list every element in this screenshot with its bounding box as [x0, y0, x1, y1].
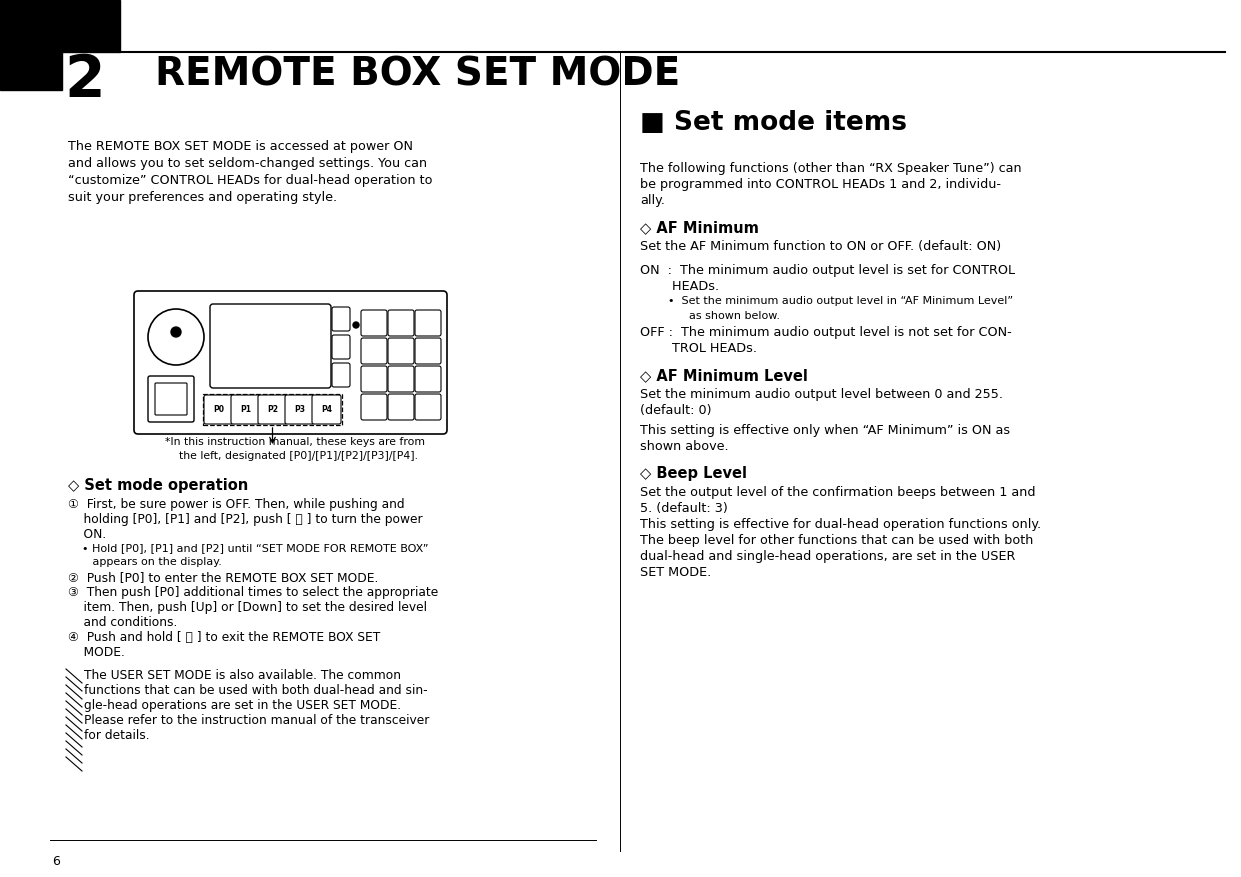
- FancyBboxPatch shape: [361, 310, 387, 336]
- Bar: [0, 0, 62, 90]
- Text: This setting is effective only when “AF Minimum” is ON as: This setting is effective only when “AF …: [640, 424, 1010, 437]
- Text: appears on the display.: appears on the display.: [68, 557, 222, 567]
- Circle shape: [365, 322, 371, 328]
- Text: This setting is effective for dual-head operation functions only.: This setting is effective for dual-head …: [640, 518, 1041, 531]
- Text: functions that can be used with both dual-head and sin-: functions that can be used with both dua…: [84, 684, 428, 697]
- FancyBboxPatch shape: [285, 395, 314, 424]
- FancyBboxPatch shape: [333, 363, 350, 387]
- Text: The following functions (other than “RX Speaker Tune”) can: The following functions (other than “RX …: [640, 162, 1021, 175]
- Text: SET MODE.: SET MODE.: [640, 566, 711, 579]
- Text: • Hold [P0], [P1] and [P2] until “SET MODE FOR REMOTE BOX”: • Hold [P0], [P1] and [P2] until “SET MO…: [68, 543, 428, 553]
- Text: The beep level for other functions that can be used with both: The beep level for other functions that …: [640, 534, 1034, 547]
- Circle shape: [148, 309, 204, 365]
- Text: HEADs.: HEADs.: [640, 280, 719, 293]
- Text: ■ Set mode items: ■ Set mode items: [640, 110, 907, 136]
- Text: The USER SET MODE is also available. The common: The USER SET MODE is also available. The…: [84, 669, 401, 682]
- Text: ◇ AF Minimum Level: ◇ AF Minimum Level: [640, 368, 808, 383]
- Text: and conditions.: and conditions.: [68, 616, 177, 629]
- Text: be programmed into CONTROL HEADs 1 and 2, individu-: be programmed into CONTROL HEADs 1 and 2…: [640, 178, 1001, 191]
- Text: dual-head and single-head operations, are set in the USER: dual-head and single-head operations, ar…: [640, 550, 1015, 563]
- FancyBboxPatch shape: [414, 366, 441, 392]
- FancyBboxPatch shape: [333, 335, 350, 359]
- Text: P3: P3: [294, 405, 305, 414]
- Text: item. Then, push [Up] or [Down] to set the desired level: item. Then, push [Up] or [Down] to set t…: [68, 601, 427, 614]
- Text: (default: 0): (default: 0): [640, 404, 711, 417]
- Text: and allows you to set seldom-changed settings. You can: and allows you to set seldom-changed set…: [68, 157, 427, 170]
- Text: ◇ Set mode operation: ◇ Set mode operation: [68, 478, 248, 493]
- Text: P1: P1: [240, 405, 251, 414]
- Text: ON  :  The minimum audio output level is set for CONTROL: ON : The minimum audio output level is s…: [640, 264, 1015, 277]
- Text: TROL HEADs.: TROL HEADs.: [640, 342, 757, 355]
- Text: REMOTE BOX SET MODE: REMOTE BOX SET MODE: [155, 55, 680, 93]
- Text: ◇ AF Minimum: ◇ AF Minimum: [640, 220, 759, 235]
- FancyBboxPatch shape: [388, 394, 414, 420]
- Text: ④  Push and hold [ Ⓘ ] to exit the REMOTE BOX SET: ④ Push and hold [ Ⓘ ] to exit the REMOTE…: [68, 631, 380, 644]
- FancyBboxPatch shape: [388, 338, 414, 364]
- FancyBboxPatch shape: [333, 307, 350, 331]
- Text: P4: P4: [321, 405, 333, 414]
- FancyBboxPatch shape: [148, 376, 194, 422]
- Text: P2: P2: [267, 405, 278, 414]
- Text: Set the AF Minimum function to ON or OFF. (default: ON): Set the AF Minimum function to ON or OFF…: [640, 240, 1001, 253]
- FancyBboxPatch shape: [210, 304, 331, 388]
- Text: 5. (default: 3): 5. (default: 3): [640, 502, 727, 515]
- FancyBboxPatch shape: [204, 395, 233, 424]
- FancyBboxPatch shape: [414, 338, 441, 364]
- Text: The REMOTE BOX SET MODE is accessed at power ON: The REMOTE BOX SET MODE is accessed at p…: [68, 140, 413, 153]
- Text: ◇ Beep Level: ◇ Beep Level: [640, 466, 747, 481]
- Text: *In this instruction manual, these keys are from: *In this instruction manual, these keys …: [165, 437, 424, 447]
- FancyBboxPatch shape: [134, 291, 447, 434]
- Text: 2: 2: [65, 52, 105, 109]
- Text: P0: P0: [213, 405, 223, 414]
- Bar: [0, 0, 120, 52]
- FancyBboxPatch shape: [361, 338, 387, 364]
- Circle shape: [352, 322, 359, 328]
- Text: •  Set the minimum audio output level in “AF Minimum Level”: • Set the minimum audio output level in …: [640, 296, 1013, 306]
- Text: gle-head operations are set in the USER SET MODE.: gle-head operations are set in the USER …: [84, 699, 401, 712]
- FancyBboxPatch shape: [231, 395, 261, 424]
- FancyBboxPatch shape: [361, 394, 387, 420]
- Text: ally.: ally.: [640, 194, 665, 207]
- Text: for details.: for details.: [84, 729, 150, 742]
- Text: as shown below.: as shown below.: [640, 311, 781, 321]
- Circle shape: [171, 327, 181, 337]
- Text: MODE.: MODE.: [68, 646, 125, 659]
- Text: ON.: ON.: [68, 528, 107, 541]
- Text: suit your preferences and operating style.: suit your preferences and operating styl…: [68, 191, 338, 204]
- Text: ②  Push [P0] to enter the REMOTE BOX SET MODE.: ② Push [P0] to enter the REMOTE BOX SET …: [68, 571, 379, 584]
- Text: Set the minimum audio output level between 0 and 255.: Set the minimum audio output level betwe…: [640, 388, 1003, 401]
- Text: holding [P0], [P1] and [P2], push [ Ⓘ ] to turn the power: holding [P0], [P1] and [P2], push [ Ⓘ ] …: [68, 513, 423, 526]
- Text: Please refer to the instruction manual of the transceiver: Please refer to the instruction manual o…: [84, 714, 429, 727]
- Text: OFF :  The minimum audio output level is not set for CON-: OFF : The minimum audio output level is …: [640, 326, 1011, 339]
- FancyBboxPatch shape: [388, 366, 414, 392]
- Text: the left, designated [P0]/[P1]/[P2]/[P3]/[P4].: the left, designated [P0]/[P1]/[P2]/[P3]…: [172, 451, 418, 461]
- FancyBboxPatch shape: [414, 310, 441, 336]
- Text: “customize” CONTROL HEADs for dual-head operation to: “customize” CONTROL HEADs for dual-head …: [68, 174, 433, 187]
- Text: 6: 6: [52, 855, 60, 868]
- Text: shown above.: shown above.: [640, 440, 728, 453]
- FancyBboxPatch shape: [155, 383, 187, 415]
- Text: ①  First, be sure power is OFF. Then, while pushing and: ① First, be sure power is OFF. Then, whi…: [68, 498, 405, 511]
- FancyBboxPatch shape: [388, 310, 414, 336]
- Text: ③  Then push [P0] additional times to select the appropriate: ③ Then push [P0] additional times to sel…: [68, 586, 438, 599]
- FancyBboxPatch shape: [361, 366, 387, 392]
- Text: Set the output level of the confirmation beeps between 1 and: Set the output level of the confirmation…: [640, 486, 1035, 499]
- FancyBboxPatch shape: [311, 395, 341, 424]
- FancyBboxPatch shape: [414, 394, 441, 420]
- FancyBboxPatch shape: [258, 395, 287, 424]
